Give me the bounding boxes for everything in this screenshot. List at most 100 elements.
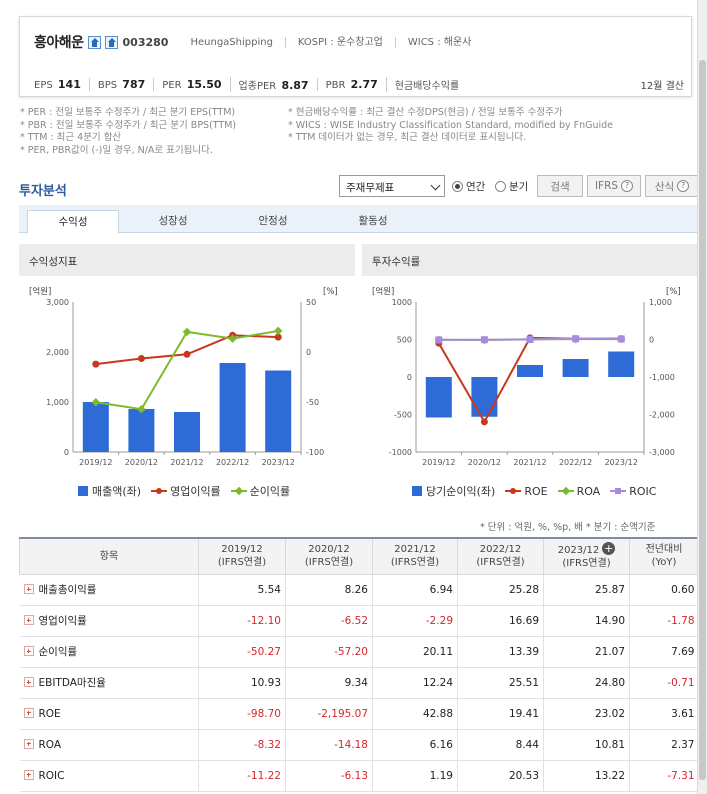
table-cell: 24.80 [543, 667, 630, 699]
y-right-tick-label: -3,000 [649, 448, 675, 457]
select-value: 주재무제표 [346, 182, 395, 194]
expand-plus-icon[interactable] [23, 584, 34, 594]
radio-quarter-label: 분기 [509, 181, 529, 193]
table-cell: 10.81 [543, 729, 630, 761]
table-cell: -6.52 [285, 605, 373, 637]
series-line [437, 336, 622, 424]
table-row: 영업이익률 -12.10 -6.52 -2.29 16.69 14.90 -1.78 [19, 605, 699, 637]
row-label[interactable]: EBITDA마진율 [19, 667, 199, 699]
table-cell: 5.54 [198, 574, 286, 606]
table-cell: 9.34 [285, 667, 373, 699]
legend-label: 영업이익률 [170, 485, 221, 498]
unit-note: * 단위 : 억원, %, %p, 배 * 분기 : 순액기준 [480, 522, 656, 533]
row-label[interactable]: ROIC [19, 760, 199, 792]
legend-item[interactable]: 당기순이익(좌) [412, 483, 495, 499]
row-label[interactable]: ROE [19, 698, 199, 730]
help-icon: ? [677, 180, 690, 192]
y-right-tick-label: 50 [306, 298, 316, 307]
legend-item[interactable]: 매출액(좌) [78, 483, 141, 499]
row-label[interactable]: ROA [19, 729, 199, 761]
tab-growth[interactable]: 성장성 [158, 215, 188, 227]
table-cell: 10.93 [198, 667, 286, 699]
homepage-icon[interactable] [87, 35, 101, 49]
x-tick-label: 2019/12 [79, 458, 112, 467]
table-cell: -2,195.07 [285, 698, 373, 730]
row-label[interactable]: 영업이익률 [19, 605, 199, 637]
table-cell: 8.26 [285, 574, 373, 606]
legend-swatch-icon [78, 486, 88, 496]
table-cell: 0.60 [629, 574, 699, 606]
add-column-icon[interactable]: + [602, 542, 616, 556]
y-left-tick-label: 0 [407, 373, 412, 382]
radio-annual[interactable]: 연간 [452, 179, 485, 194]
legend-item[interactable]: 순이익률 [230, 483, 291, 499]
statement-type-select[interactable]: 주재무제표 [339, 175, 445, 197]
expand-plus-icon[interactable] [23, 738, 34, 749]
table-cell: -57.20 [285, 636, 373, 668]
y-right-unit: [%] [666, 287, 681, 297]
radio-annual-label: 연간 [466, 181, 486, 193]
scroll-thumb[interactable] [699, 60, 706, 780]
legend-label: ROE [524, 484, 548, 498]
column-header: 전년대비 (YoY) [629, 537, 699, 575]
table-cell: -6.13 [285, 760, 373, 792]
data-point [182, 327, 192, 337]
bar [471, 377, 498, 417]
bar [219, 363, 246, 452]
tab-activity[interactable]: 활동성 [358, 215, 388, 227]
legend-item[interactable]: ROIC [610, 485, 656, 498]
y-right-tick-label: 1,000 [649, 298, 672, 307]
legend-item[interactable]: 영업이익률 [151, 483, 221, 499]
row-label-text: ROIC [38, 769, 65, 782]
table-cell: 14.90 [543, 605, 630, 637]
legend-item[interactable]: ROA [557, 485, 600, 498]
row-label-text: 매출총이익률 [38, 584, 97, 596]
data-point [137, 355, 145, 363]
help-icon: ? [621, 180, 634, 192]
ifrs-label: IFRS [594, 180, 619, 192]
page-scrollbar[interactable] [697, 0, 707, 794]
legend-swatch-icon [610, 486, 627, 496]
x-tick-label: 2019/12 [422, 458, 455, 467]
expand-plus-icon[interactable] [23, 646, 34, 656]
row-label[interactable]: 매출총이익률 [19, 574, 199, 606]
company-info-icon[interactable] [104, 35, 118, 49]
x-tick-label: 2023/12 [262, 458, 295, 467]
legend-label: 순이익률 [249, 485, 291, 498]
radio-quarter[interactable]: 분기 [495, 179, 528, 194]
radio-unchecked-icon [495, 181, 506, 192]
formula-button[interactable]: 산식? [645, 175, 699, 197]
ifrs-button[interactable]: IFRS? [587, 175, 641, 197]
note-line: * TTM : 최근 4분기 합산 [20, 132, 122, 143]
table-cell: -11.22 [198, 760, 286, 792]
legend-label: 당기순이익(좌) [426, 485, 496, 498]
metric-sector-per: 업종PER 8.87 [229, 77, 309, 92]
table-cell: 21.07 [543, 636, 630, 668]
wics-sector: WICS : 해운사 [394, 36, 471, 48]
expand-plus-icon[interactable] [23, 677, 34, 687]
table-cell: 13.39 [457, 636, 544, 668]
tab-stability[interactable]: 안정성 [258, 215, 288, 227]
expand-plus-icon[interactable] [23, 769, 34, 780]
legend-label: ROIC [629, 484, 657, 498]
note-line: * TTM 데이터가 없는 경우, 최근 결산 데이터로 표시됩니다. [288, 132, 527, 143]
note-line: * PER, PBR값이 (-)일 경우, N/A로 표기됩니다. [20, 144, 213, 156]
panel-profitability-title: 수익성지표 [19, 244, 355, 276]
search-button[interactable]: 검색 [537, 175, 583, 197]
expand-plus-icon[interactable] [23, 615, 34, 625]
table-row: ROIC -11.22 -6.13 1.19 20.53 13.22 -7.31 [19, 760, 699, 792]
x-tick-label: 2021/12 [513, 458, 546, 467]
legend-swatch-icon [557, 486, 574, 496]
legend-label: 매출액(좌) [92, 485, 142, 498]
row-label[interactable]: 순이익률 [19, 636, 199, 668]
table-cell: 25.28 [457, 574, 544, 606]
key-metrics-row: EPS 141 BPS 787 PER 15.50 업종PER 8.87 PBR… [34, 77, 684, 92]
table-row: EBITDA마진율 10.93 9.34 12.24 25.51 24.80 -0.71 [19, 667, 699, 699]
expand-plus-icon[interactable] [23, 707, 34, 718]
profitability-chart: [억원] [%] 3,000 2,000 1,000 0 50 0 -50 -100 2019/12… [29, 286, 338, 467]
legend-item[interactable]: ROE [505, 484, 548, 498]
panel-return-title: 투자수익률 [362, 244, 698, 276]
tab-profitability[interactable]: 수익성 [27, 210, 119, 234]
table-cell: 16.69 [457, 605, 544, 637]
data-point [137, 404, 146, 414]
